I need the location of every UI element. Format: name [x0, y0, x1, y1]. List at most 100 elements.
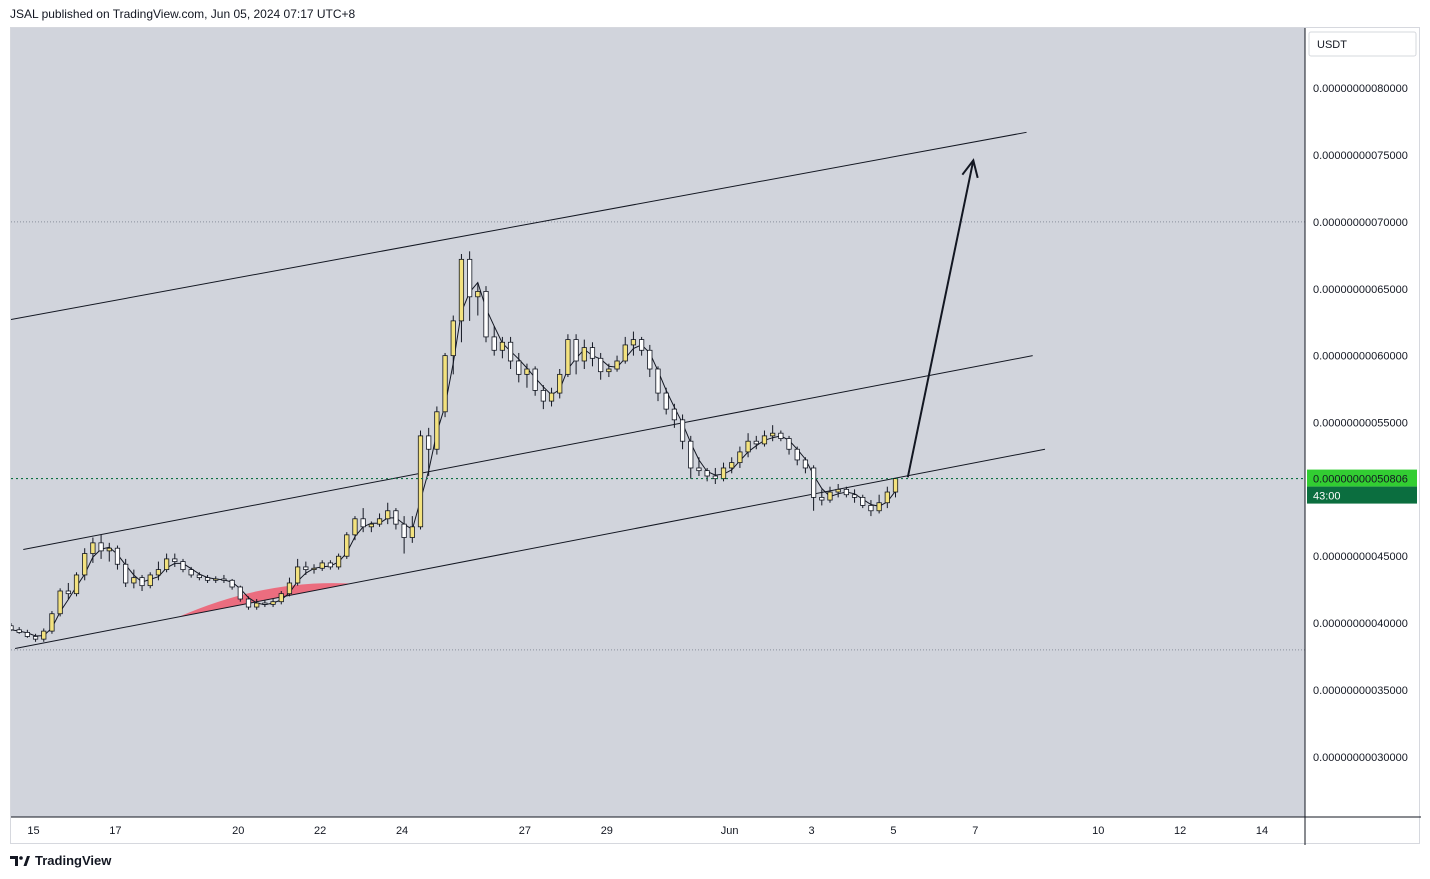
up-candle: [57, 588, 63, 617]
candle-body: [704, 470, 710, 477]
down-candle: [360, 508, 366, 533]
up-candle: [884, 486, 890, 509]
candle-body: [548, 392, 555, 402]
time-axis[interactable]: 15 17 20 22 24 27 29 Jun 3 5 7 10 12 14: [27, 825, 1268, 837]
publisher-line: JSAL published on TradingView.com, Jun 0…: [10, 7, 356, 21]
candle-body: [327, 562, 334, 568]
down-candle: [712, 467, 718, 485]
up-candle: [254, 599, 260, 610]
time-tick-label: 29: [601, 825, 613, 837]
candle-body: [647, 349, 653, 370]
down-candle: [540, 385, 546, 410]
candle-body: [65, 590, 71, 595]
down-candle: [663, 387, 669, 415]
down-candle: [868, 500, 874, 517]
down-candle: [516, 352, 522, 383]
down-candle: [229, 578, 235, 590]
candle-body: [131, 577, 137, 584]
candle-body: [892, 478, 899, 493]
price-chart[interactable]: 0.00000000080000 0.00000000075000 0.000000…: [11, 28, 1421, 845]
candle-body: [311, 567, 317, 571]
candle-body: [614, 360, 620, 370]
down-candle: [188, 566, 194, 578]
price-axis[interactable]: 0.00000000080000 0.00000000075000 0.000000…: [1313, 83, 1408, 764]
up-candle: [606, 363, 612, 378]
time-tick-label: 15: [27, 825, 39, 837]
candle-body: [622, 344, 628, 362]
candle-body: [516, 360, 522, 375]
candle-body: [467, 258, 473, 298]
down-candle: [11, 623, 14, 632]
down-candle: [172, 553, 178, 567]
time-tick-label: 22: [314, 825, 326, 837]
down-candle: [598, 352, 604, 380]
candle-body: [696, 467, 702, 472]
up-candle: [720, 462, 727, 482]
tradingview-footer[interactable]: TradingView: [10, 853, 111, 868]
up-candle: [475, 283, 481, 316]
candle-body: [155, 569, 162, 576]
candle-body: [851, 494, 858, 498]
candle-body: [876, 502, 882, 512]
time-tick-label: 12: [1174, 825, 1186, 837]
down-candle: [786, 435, 792, 455]
up-candle: [41, 628, 47, 642]
candle-body: [319, 562, 325, 569]
candle-body: [794, 448, 800, 461]
down-candle: [237, 585, 243, 602]
candle-body: [565, 339, 571, 375]
up-candle: [73, 572, 80, 597]
plot-background: [11, 28, 1305, 817]
down-candle: [819, 489, 825, 506]
candle-body: [475, 291, 481, 298]
candle-body: [213, 578, 219, 581]
candle-body: [335, 555, 342, 568]
candles[interactable]: [11, 251, 899, 642]
down-candle: [671, 403, 677, 428]
candle-body: [663, 392, 669, 410]
price-tick-label: 0.00000000060000: [1313, 351, 1408, 363]
candle-body: [139, 577, 145, 587]
up-candle: [770, 425, 776, 442]
price-tick-label: 0.00000000035000: [1313, 685, 1408, 697]
candle-body: [598, 357, 604, 373]
candle-body: [835, 488, 841, 493]
chart-panel[interactable]: 0.00000000080000 0.00000000075000 0.000000…: [10, 27, 1421, 845]
candle-body: [221, 578, 227, 581]
candle-body: [524, 368, 530, 375]
up-candle: [581, 339, 587, 370]
down-candle: [688, 435, 694, 479]
candle-body: [606, 368, 612, 373]
down-candle: [573, 334, 579, 375]
candle-body: [679, 419, 686, 442]
price-tick-label: 0.00000000065000: [1313, 284, 1408, 296]
candle-body: [655, 368, 661, 394]
up-candle: [737, 446, 743, 468]
candle-body: [712, 475, 718, 480]
candle-body: [843, 488, 849, 496]
down-candle: [491, 326, 497, 356]
candle-body: [376, 518, 383, 525]
price-badges: USDT 0.00000000050806 43:00: [1307, 31, 1417, 504]
candle-body: [630, 339, 637, 346]
price-tick-label: 0.00000000070000: [1313, 217, 1408, 229]
candle-body: [499, 341, 505, 351]
up-candle: [335, 553, 342, 570]
candle-body: [368, 523, 374, 528]
candle-body: [426, 435, 432, 450]
time-tick-label: 17: [109, 825, 121, 837]
up-candle: [409, 516, 415, 543]
up-candle: [745, 433, 751, 458]
up-candle: [876, 494, 882, 514]
candle-body: [295, 566, 301, 584]
candle-body: [114, 547, 121, 565]
down-candle: [851, 489, 858, 503]
up-candle: [385, 502, 391, 525]
down-candle: [196, 572, 202, 581]
currency-label: USDT: [1317, 39, 1347, 51]
candle-body: [442, 355, 448, 413]
candle-body: [458, 258, 465, 322]
candle-body: [557, 373, 563, 394]
candle-body: [761, 435, 768, 445]
down-candle: [401, 516, 407, 554]
